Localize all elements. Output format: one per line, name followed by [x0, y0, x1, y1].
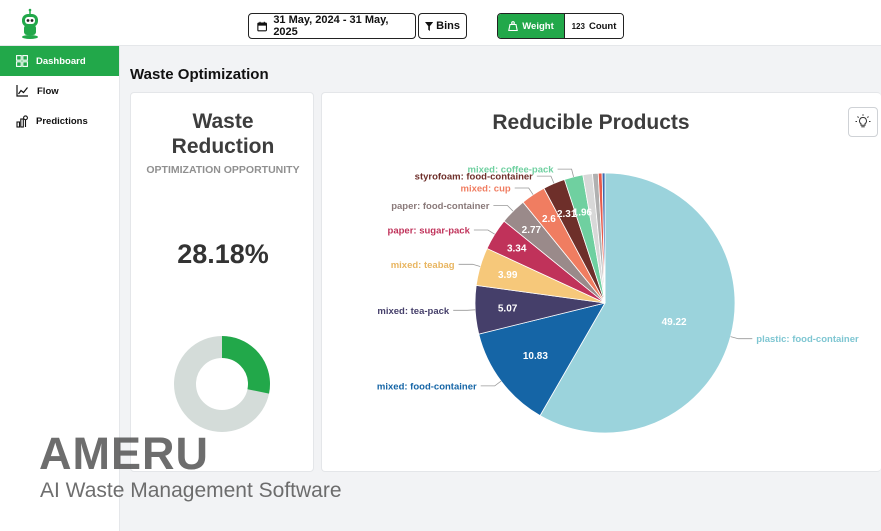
- date-range-label: 31 May, 2024 - 31 May, 2025: [273, 14, 389, 38]
- reducible-products-card: Reducible Products 49.22 10.83 5.07 3.99 3.3…: [321, 92, 881, 472]
- waste-reduction-subtitle: OPTIMIZATION OPPORTUNITY: [146, 164, 300, 176]
- pie-value-label: 1.96: [573, 208, 593, 219]
- donut-fill: [174, 336, 270, 432]
- sidebar-item-label: Flow: [37, 85, 59, 97]
- waste-reduction-title: Waste Reduction: [131, 109, 315, 159]
- insights-button[interactable]: [848, 107, 878, 137]
- count-toggle-button[interactable]: 123 Count: [564, 14, 623, 38]
- sidebar-item-dashboard[interactable]: Dashboard: [0, 46, 119, 76]
- line-chart-icon: [16, 85, 28, 97]
- watermark-title: AMERU: [39, 428, 209, 479]
- pie-leader-line: [480, 380, 502, 387]
- waste-reduction-title-line2: Reduction: [171, 135, 275, 158]
- reducible-products-title: Reducible Products: [492, 111, 690, 134]
- grid-icon: [16, 55, 28, 67]
- sidebar-item-predictions[interactable]: Predictions: [0, 106, 119, 136]
- robot-logo-icon[interactable]: [14, 8, 46, 40]
- pie-category-label: styrofoam: food-container: [415, 172, 534, 183]
- watermark-subtitle: AI Waste Management Software: [40, 479, 342, 502]
- waste-reduction-card: Waste Reduction OPTIMIZATION OPPORTUNITY…: [130, 92, 314, 472]
- waste-reduction-title-line1: Waste: [192, 110, 254, 133]
- sidebar-item-label: Dashboard: [36, 55, 86, 67]
- pie-category-label: mixed: coffee-pack: [468, 165, 555, 176]
- pie-category-label: mixed: teabag: [391, 260, 455, 271]
- pie-slice[interactable]: [539, 172, 736, 434]
- pie-value-label: 2.31: [557, 209, 577, 220]
- calendar-icon: [257, 21, 268, 31]
- count-prefix: 123: [571, 21, 585, 31]
- top-bar: 31 May, 2024 - 31 May, 2025 Bins Weight …: [0, 0, 881, 46]
- pie-category-label: mixed: tea-pack: [377, 306, 450, 317]
- pie-value-label: 2.77: [522, 225, 542, 236]
- sidebar-item-label: Predictions: [36, 115, 88, 127]
- pie-value-label: 49.22: [662, 317, 687, 328]
- bins-filter-button[interactable]: Bins: [418, 13, 467, 39]
- pie-value-label: 5.07: [498, 304, 518, 315]
- pie-category-label: mixed: food-container: [377, 381, 477, 392]
- weight-label: Weight: [522, 20, 554, 32]
- count-label: Count: [588, 20, 617, 32]
- date-range-button[interactable]: 31 May, 2024 - 31 May, 2025: [248, 13, 416, 39]
- pie-leader-line: [557, 168, 574, 177]
- weight-icon: [508, 21, 519, 31]
- pie-category-label: plastic: food-container: [756, 334, 859, 345]
- waste-reduction-donut: [174, 336, 270, 432]
- pie-leader-line: [473, 229, 495, 235]
- waste-reduction-value: 28.18%: [177, 239, 269, 269]
- lightbulb-icon: [855, 114, 871, 128]
- filter-icon: [425, 21, 434, 31]
- pie-leader-line: [730, 336, 753, 340]
- weight-toggle-button[interactable]: Weight: [498, 14, 564, 38]
- pie-value-label: 2.6: [542, 214, 556, 225]
- pie-leader-line: [453, 309, 476, 311]
- pie-category-label: mixed: cup: [461, 184, 511, 195]
- pie-leader-line: [536, 175, 555, 184]
- pie-value-label: 3.34: [507, 244, 527, 255]
- unit-toggle: Weight 123 Count: [497, 13, 624, 39]
- pie-leader-line: [458, 263, 481, 267]
- predictions-icon: [16, 114, 28, 128]
- pie-category-label: paper: sugar-pack: [388, 226, 471, 237]
- reducible-products-pie: 49.22 10.83 5.07 3.99 3.34 2.772.6 2.311.96 pla…: [377, 165, 859, 434]
- bins-label: Bins: [436, 20, 460, 32]
- page-title: Waste Optimization: [130, 66, 269, 83]
- sidebar-item-flow[interactable]: Flow: [0, 76, 119, 106]
- pie-slice[interactable]: [601, 172, 606, 304]
- pie-leader-line: [514, 187, 534, 195]
- pie-category-label: paper: food-container: [391, 201, 489, 212]
- pie-value-label: 10.83: [523, 351, 548, 362]
- pie-leader-line: [493, 205, 514, 212]
- sidebar: Dashboard Flow Predictions: [0, 46, 120, 531]
- pie-value-label: 3.99: [498, 270, 518, 281]
